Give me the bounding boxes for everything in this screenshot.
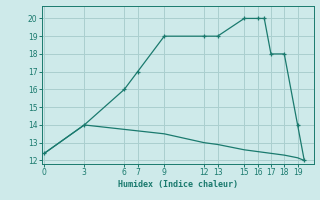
X-axis label: Humidex (Indice chaleur): Humidex (Indice chaleur) xyxy=(118,180,237,189)
